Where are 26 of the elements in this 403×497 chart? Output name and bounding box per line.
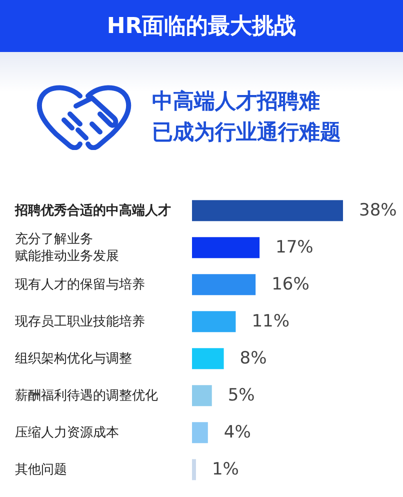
bar xyxy=(192,200,343,222)
data-label: 4% xyxy=(224,422,251,443)
data-label: 11% xyxy=(252,312,290,332)
y-tick-label: 现存员工职业技能培养 xyxy=(15,313,145,329)
chart-title: HR面临的最大挑战 xyxy=(0,0,403,52)
bar xyxy=(192,422,208,444)
y-tick-label: 组织架构优化与调整 xyxy=(15,351,132,366)
bar xyxy=(192,311,236,332)
y-tick-label: 现有人才的保留与培养 xyxy=(15,276,145,292)
y-tick-label: 薪酬福利待遇的调整优化 xyxy=(15,388,158,403)
data-label: 38% xyxy=(359,200,397,221)
bar xyxy=(192,274,256,296)
y-tick-label: 充分了解业务赋能推动业务发展 xyxy=(15,232,119,264)
y-tick-label: 其他问题 xyxy=(15,462,67,477)
y-tick-label: 压缩人力资源成本 xyxy=(15,425,119,440)
y-tick-label: 招聘优秀合适的中高端人才 xyxy=(14,202,171,218)
data-label: 16% xyxy=(272,274,310,295)
data-label: 1% xyxy=(212,460,239,480)
chart-subtitle: 中高端人才招聘难已成为行业通行难题 xyxy=(152,88,341,146)
bar xyxy=(192,459,196,480)
data-label: 8% xyxy=(240,348,267,369)
bar xyxy=(192,237,260,258)
data-label: 5% xyxy=(228,386,255,406)
data-label: 17% xyxy=(276,238,314,258)
bar xyxy=(192,348,224,370)
bar xyxy=(192,385,212,406)
